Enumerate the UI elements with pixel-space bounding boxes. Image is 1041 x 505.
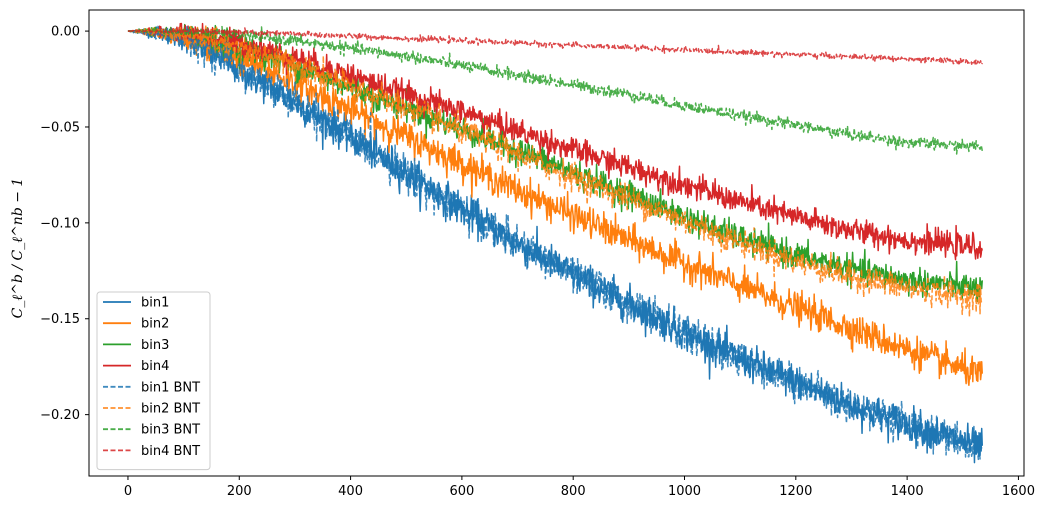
legend-label: bin2 BNT <box>141 402 200 417</box>
x-tick-label: 800 <box>561 484 586 499</box>
y-tick-label: −0.15 <box>40 312 80 327</box>
legend-label: bin4 BNT <box>141 444 200 459</box>
x-tick-label: 0 <box>124 484 132 499</box>
legend-label: bin2 <box>141 317 169 332</box>
plot-area <box>127 22 984 464</box>
y-tick-label: −0.05 <box>40 120 80 135</box>
legend-label: bin1 <box>141 296 169 311</box>
x-tick-label: 1000 <box>668 484 701 499</box>
axes: 0 200 400 600 800 1000 1200 1400 1600 0.00 −0.05 −0… <box>40 9 1035 499</box>
series-line-bin2-bnt <box>127 24 983 318</box>
legend: bin1 bin2 bin3 bin4 bin1 BNT bin2 BNT bin3 BNT… <box>96 291 211 471</box>
legend-label: bin4 <box>141 359 169 374</box>
series-line-bin4-bnt <box>127 27 983 66</box>
legend-label: bin3 <box>141 338 169 353</box>
axes-frame <box>88 9 1025 477</box>
x-tick-label: 1600 <box>1002 484 1035 499</box>
x-tick-label: 200 <box>227 484 252 499</box>
y-tick-label: −0.10 <box>40 216 80 231</box>
series-line-bin4 <box>127 22 983 261</box>
x-tick-label: 400 <box>338 484 363 499</box>
x-tick-label: 600 <box>449 484 474 499</box>
y-axis-label: C_ℓ^b / C_ℓ^nb − 1 <box>10 178 26 319</box>
series-line-bin1-bnt <box>127 25 983 461</box>
legend-box <box>96 291 211 471</box>
series-line-bin2 <box>127 25 984 386</box>
y-tick-label: 0.00 <box>51 25 80 40</box>
legend-label: bin3 BNT <box>141 423 200 438</box>
x-tick-label: 1200 <box>779 484 812 499</box>
series-line-bin3-bnt <box>127 25 983 155</box>
x-tick-label: 1400 <box>891 484 924 499</box>
y-tick-label: −0.20 <box>40 408 80 423</box>
legend-label: bin1 BNT <box>141 380 200 395</box>
